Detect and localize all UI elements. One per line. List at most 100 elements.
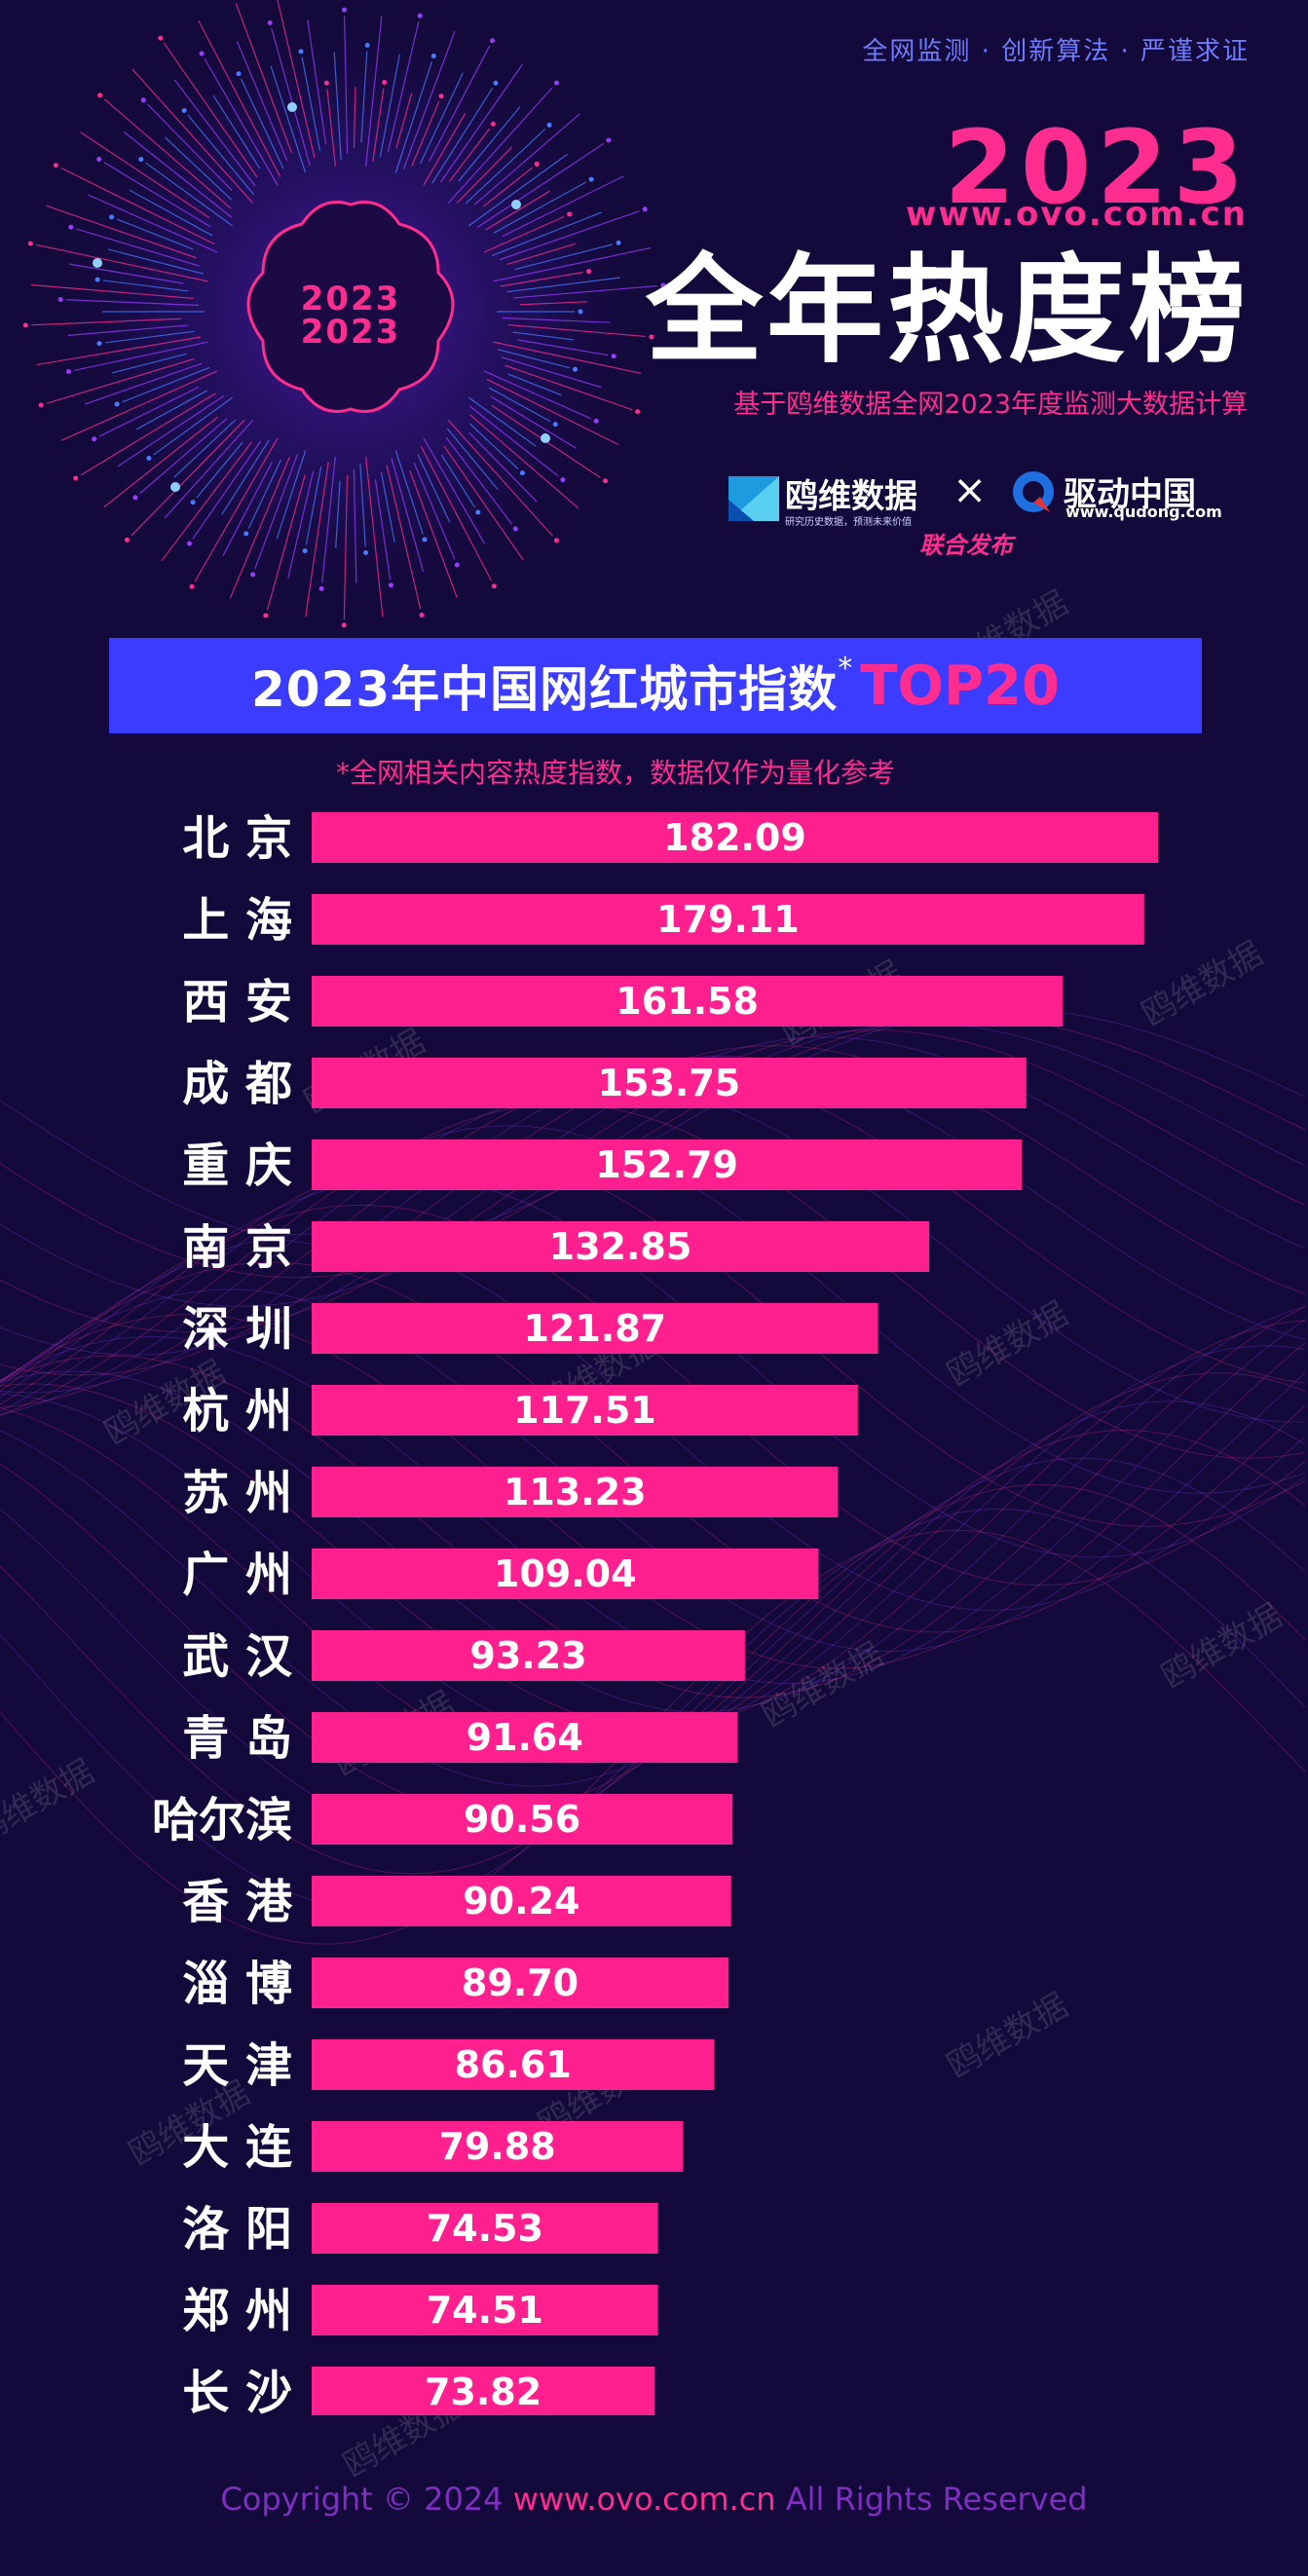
year-badge-icon: 2023 2023 [246,201,455,413]
burst-ray [409,469,458,598]
burst-ray [517,339,609,356]
burst-ray [507,373,562,396]
burst-ray [493,341,642,374]
category-label: 郑 州 [182,2284,292,2338]
burst-ray [271,27,311,166]
burst-ray [123,131,233,218]
burst-ray [84,362,203,405]
burst-ray [469,414,579,509]
chart-title: 2023年中国网红城市指数 [251,661,839,718]
burst-dot [146,455,152,461]
burst-ray [387,20,420,153]
bar-value-label: 93.23 [469,1634,586,1677]
burst-ray [476,142,605,229]
category-label: 青 岛 [182,1711,292,1766]
burst-ray [507,323,646,338]
burst-ray [344,16,349,155]
burst-ray [198,20,281,178]
burst-ray [129,189,213,237]
burst-ray [31,283,194,300]
burst-dot [364,43,370,49]
burst-dot [140,97,146,103]
burst-dot [616,240,621,245]
burst-ray [103,98,232,209]
bar-value-label: 132.85 [549,1225,692,1268]
burst-ray [326,89,336,167]
burst-dot [236,71,242,77]
sparkle [541,433,550,443]
burst-ray [379,54,400,157]
burst-ray [80,131,210,219]
burst-dot [114,401,120,407]
burst-ray [204,57,279,186]
burst-ray [287,470,315,579]
copyright-text: Copyright © 2024 [220,2481,504,2518]
year-badge-text: 2023 [301,280,401,318]
bar-value-label: 113.23 [504,1471,647,1513]
burst-ray [36,336,202,366]
burst-dot [138,157,144,163]
burst-ray [60,370,218,441]
burst-ray [80,392,216,476]
bar-value-label: 73.82 [425,2371,542,2413]
burst-ray [360,51,368,143]
burst-ray [247,459,282,529]
category-label: 南 京 [182,1220,292,1275]
site-url: www.ovo.com.cn [906,195,1248,234]
rights-text: All Rights Reserved [785,2481,1088,2518]
burst-ray [221,439,270,515]
burst-dot [560,477,566,483]
chart-banner: 2023年中国网红城市指数 * TOP20 [109,638,1202,733]
burst-ray [103,416,219,508]
burst-ray [374,479,392,580]
qudong-logo-icon [1013,470,1054,512]
burst-ray [446,428,499,490]
burst-dot [342,7,348,13]
burst-ray [447,87,553,204]
burst-dot [660,282,666,288]
burst-dot [68,224,74,230]
burst-dot [553,80,559,86]
burst-dot [199,51,205,56]
burst-ray [60,167,215,245]
burst-dot [92,436,97,442]
burst-dot [422,537,428,542]
bar-value-label: 90.24 [463,1880,579,1923]
category-label: 哈尔滨 [152,1793,292,1848]
burst-ray [135,390,208,430]
burst-ray [147,103,233,192]
burst-ray [241,78,284,169]
burst-ray [270,65,307,173]
burst-dot [73,475,79,481]
burst-ray [395,93,413,149]
wave-line [0,1305,1306,1713]
burst-ray [514,243,614,271]
burst-ray [506,243,576,266]
burst-ray [104,330,195,344]
burst-ray [187,114,255,196]
category-label: 上 海 [182,893,292,948]
burst-dot [519,470,525,476]
bar-value-label: 182.09 [663,816,806,859]
burst-ray [235,2,292,154]
burst-ray [236,41,288,162]
burst-dot [243,531,249,537]
footer-url: www.ovo.com.cn [512,2481,776,2518]
burst-ray [266,474,306,611]
category-label: 广 州 [182,1548,292,1602]
bar [312,2285,658,2335]
sparkle [511,200,521,209]
bar [312,1549,819,1599]
burst-ray [222,461,273,557]
wave-line [0,1016,1306,1279]
bar-value-label: 161.58 [616,980,759,1023]
bar-value-label: 153.75 [598,1062,741,1104]
partner-logo-qudong: 驱动中国 www.qudong.com [1011,467,1222,521]
burst-ray [103,162,211,228]
page-title: 全年热度榜 [646,243,1250,379]
bar [312,1058,1027,1108]
burst-ray [98,386,200,437]
burst-ray [439,63,523,183]
burst-ray [411,101,440,167]
burst-ray [229,457,290,599]
